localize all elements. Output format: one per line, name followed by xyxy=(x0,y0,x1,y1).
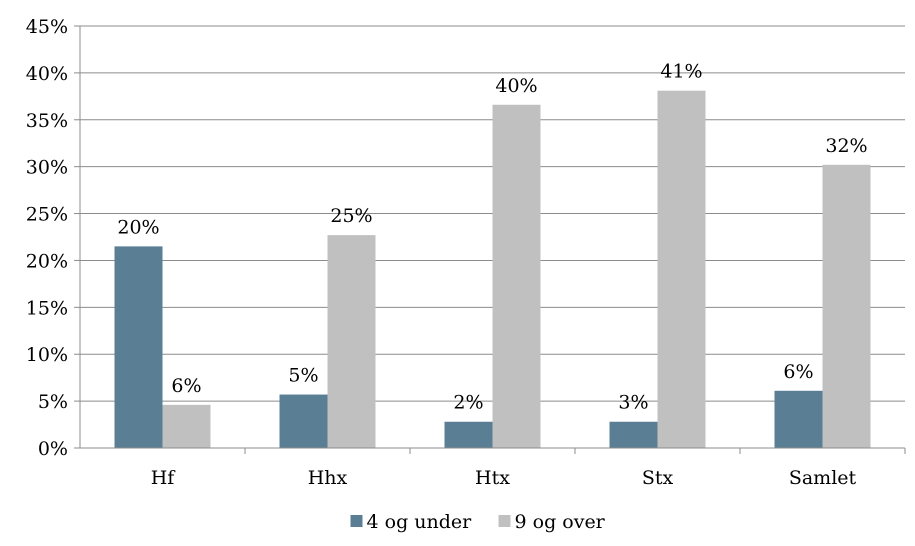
bar xyxy=(609,421,658,448)
data-label: 32% xyxy=(825,135,867,157)
bar xyxy=(279,394,328,448)
bar xyxy=(492,104,541,449)
bar xyxy=(774,390,823,448)
data-labels: 20% 6% 5% 25% 2% 40% 3% 41% 6% 32% xyxy=(117,61,867,414)
axes xyxy=(74,25,906,454)
legend-swatch xyxy=(498,515,511,527)
category-label: Hf xyxy=(151,467,177,489)
y-tick-label: 5% xyxy=(38,391,68,413)
bar xyxy=(657,90,706,448)
y-tick-label: 30% xyxy=(26,157,68,179)
legend-label: 9 og over xyxy=(515,511,606,533)
data-label: 2% xyxy=(453,392,483,414)
bar xyxy=(327,235,376,448)
y-tick-labels: 0% 5% 10% 15% 20% 25% 30% 35% 40% 45% xyxy=(26,16,68,460)
category-labels: Hf Hhx Htx Stx Samlet xyxy=(151,467,857,489)
y-tick-label: 40% xyxy=(26,63,68,85)
legend: 4 og under 9 og over xyxy=(350,511,606,533)
y-tick-label: 15% xyxy=(26,297,68,319)
data-label: 6% xyxy=(171,375,201,397)
bar xyxy=(444,421,493,448)
bars xyxy=(114,90,871,449)
bar xyxy=(822,164,871,448)
legend-swatch xyxy=(350,515,363,527)
data-label: 6% xyxy=(783,361,813,383)
y-tick-label: 45% xyxy=(26,16,68,38)
y-tick-label: 20% xyxy=(26,250,68,272)
y-tick-label: 0% xyxy=(38,438,68,460)
data-label: 20% xyxy=(117,216,159,238)
bar xyxy=(162,404,211,448)
legend-label: 4 og under xyxy=(367,511,473,533)
data-label: 40% xyxy=(495,75,537,97)
data-label: 3% xyxy=(618,392,648,414)
category-label: Stx xyxy=(642,467,674,489)
data-label: 5% xyxy=(288,365,318,387)
category-label: Hhx xyxy=(308,467,348,489)
data-label: 41% xyxy=(660,61,702,83)
bar xyxy=(114,246,163,448)
category-label: Htx xyxy=(475,467,510,489)
category-label: Samlet xyxy=(789,467,857,489)
data-label: 25% xyxy=(330,205,372,227)
y-tick-label: 35% xyxy=(26,110,68,132)
y-tick-label: 10% xyxy=(26,344,68,366)
y-tick-label: 25% xyxy=(26,204,68,226)
